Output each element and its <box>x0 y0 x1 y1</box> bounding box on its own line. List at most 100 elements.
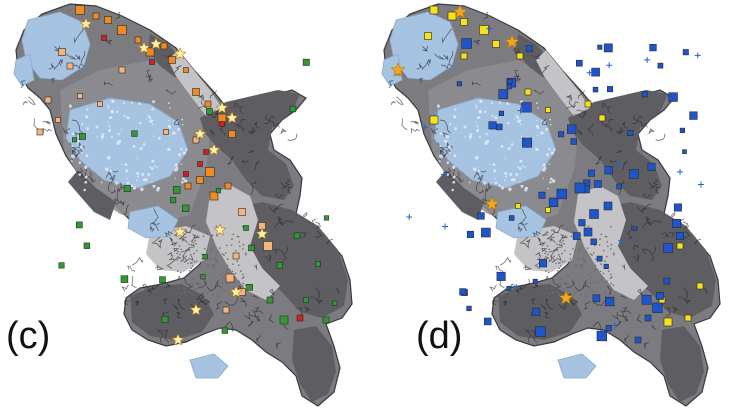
map-c-valley-line <box>254 307 264 314</box>
green-square-marker <box>279 315 289 325</box>
map-d-plain-dot <box>572 279 574 281</box>
map-c-speckle-dot <box>140 187 144 192</box>
blue-square-marker <box>641 91 648 98</box>
map-d-speckle-dot <box>463 125 467 129</box>
map-c-valley-line <box>105 39 113 45</box>
map-c-plain-dot <box>215 225 218 227</box>
map-c-valley-line <box>176 311 183 318</box>
map-c-valley-line <box>265 254 272 262</box>
map-c-valley-line <box>304 306 311 313</box>
map-d-valley-line <box>592 321 602 332</box>
map-c-speckle-dot <box>146 118 148 120</box>
yellow-square-marker <box>516 52 524 60</box>
map-d-plain-dot <box>582 256 584 259</box>
map-c-valley-line <box>162 311 169 317</box>
map-d-plain-dot <box>609 277 612 280</box>
green-square-marker <box>323 215 329 221</box>
map-d-plain-dot <box>610 248 612 250</box>
map-c-plain-dot <box>204 279 206 281</box>
map-c-plain-dot <box>208 265 210 267</box>
map-c-speckle-dot <box>132 186 137 190</box>
map-d-speckle-dot <box>551 179 556 183</box>
blue-square-marker <box>592 294 601 303</box>
map-c-plain-dot <box>219 247 221 249</box>
map-c-valley-line <box>335 287 340 294</box>
green-square-marker <box>221 327 228 334</box>
map-d-speckle-dot <box>542 168 546 172</box>
map-c-speckle-dot <box>123 102 126 104</box>
map-d-canvas <box>381 3 721 407</box>
map-c-speckle-dot <box>139 121 142 125</box>
map-c-plain-dot <box>185 260 187 263</box>
orange-square-marker <box>228 130 236 138</box>
map-d-dark-relief-0 <box>568 90 668 200</box>
map-d-plain-dot <box>594 282 596 284</box>
map-c-valley-line <box>69 142 77 153</box>
map-c-speckle-dot <box>105 167 109 171</box>
map-d-plain-dot <box>608 270 610 272</box>
blue-square-marker <box>657 62 664 69</box>
map-d-plain-dot <box>599 270 602 273</box>
map-c-speckle-dot <box>169 107 171 109</box>
map-d-plain-dot <box>562 288 565 290</box>
map-c-valley-line <box>198 94 205 102</box>
blue-square-marker <box>507 78 513 84</box>
map-c-speckle-dot <box>117 132 120 136</box>
blue-square-marker <box>603 201 613 211</box>
map-c-valley-line <box>180 243 195 253</box>
map-d-speckle-dot <box>535 156 537 158</box>
map-c-plain-dot <box>232 233 235 236</box>
map-c-valley-line <box>148 286 155 294</box>
map-c-valley-line <box>249 127 256 135</box>
map-d-valley-line <box>617 127 624 135</box>
map-c-valley-line <box>124 300 130 305</box>
map-c-valley-line <box>274 203 284 211</box>
green-square-marker <box>173 186 181 194</box>
map-c-valley-line <box>149 225 155 233</box>
map-d-speckle-dot <box>478 135 481 138</box>
map-d-valley-line <box>672 306 679 313</box>
map-c-valley-line <box>177 298 186 310</box>
map-d-valley-line <box>499 257 511 266</box>
green-square-marker <box>266 296 274 304</box>
map-d-valley-line <box>537 236 542 244</box>
map-c-valley-line <box>118 200 125 207</box>
map-c-plain-dot <box>189 291 191 294</box>
map-c-valley-line <box>215 301 223 310</box>
map-d-plain-dot <box>546 245 549 247</box>
map-c-valley-line <box>256 335 261 343</box>
map-d-plain-dot <box>567 274 570 277</box>
map-c-speckle-dot <box>71 132 75 136</box>
map-d-valley-line <box>534 257 546 269</box>
map-c-valley-line <box>173 303 179 311</box>
map-d-speckle-dot <box>475 104 478 107</box>
map-d-valley-line <box>651 324 657 330</box>
map-c-valley-line <box>252 309 261 322</box>
plus-icon <box>421 124 428 131</box>
map-c-plain-dot <box>206 292 208 295</box>
map-c-speckle-dot <box>109 116 113 120</box>
map-c-valley-line <box>177 256 182 260</box>
map-d-valley-line <box>566 280 575 289</box>
map-c-valley-line <box>164 230 173 238</box>
map-d-plain-dot <box>557 282 560 285</box>
map-d-plain-dot <box>606 280 608 283</box>
map-c-plain-dot <box>221 289 224 291</box>
map-d-speckle-dot <box>491 102 494 104</box>
map-c-plain-dot <box>198 227 201 229</box>
map-c-plain-dot <box>181 259 183 262</box>
map-c-speckle-dot <box>100 181 103 184</box>
map-d-speckle-dot <box>477 116 481 120</box>
map-d-speckle-dot <box>475 121 477 123</box>
map-c-plain-dot <box>211 265 213 268</box>
map-d-speckle-dot <box>536 135 539 137</box>
map-c-plain-dot <box>222 276 224 279</box>
star-icon <box>229 285 243 298</box>
blue-square-marker <box>558 131 565 138</box>
map-c-plain-dot <box>242 273 244 276</box>
map-c-valley-line <box>117 182 124 192</box>
plus-icon <box>586 69 593 76</box>
map-c-valley-line <box>242 159 249 164</box>
map-c-speckle-dot <box>152 184 156 188</box>
map-c-plain-dot <box>188 270 191 272</box>
